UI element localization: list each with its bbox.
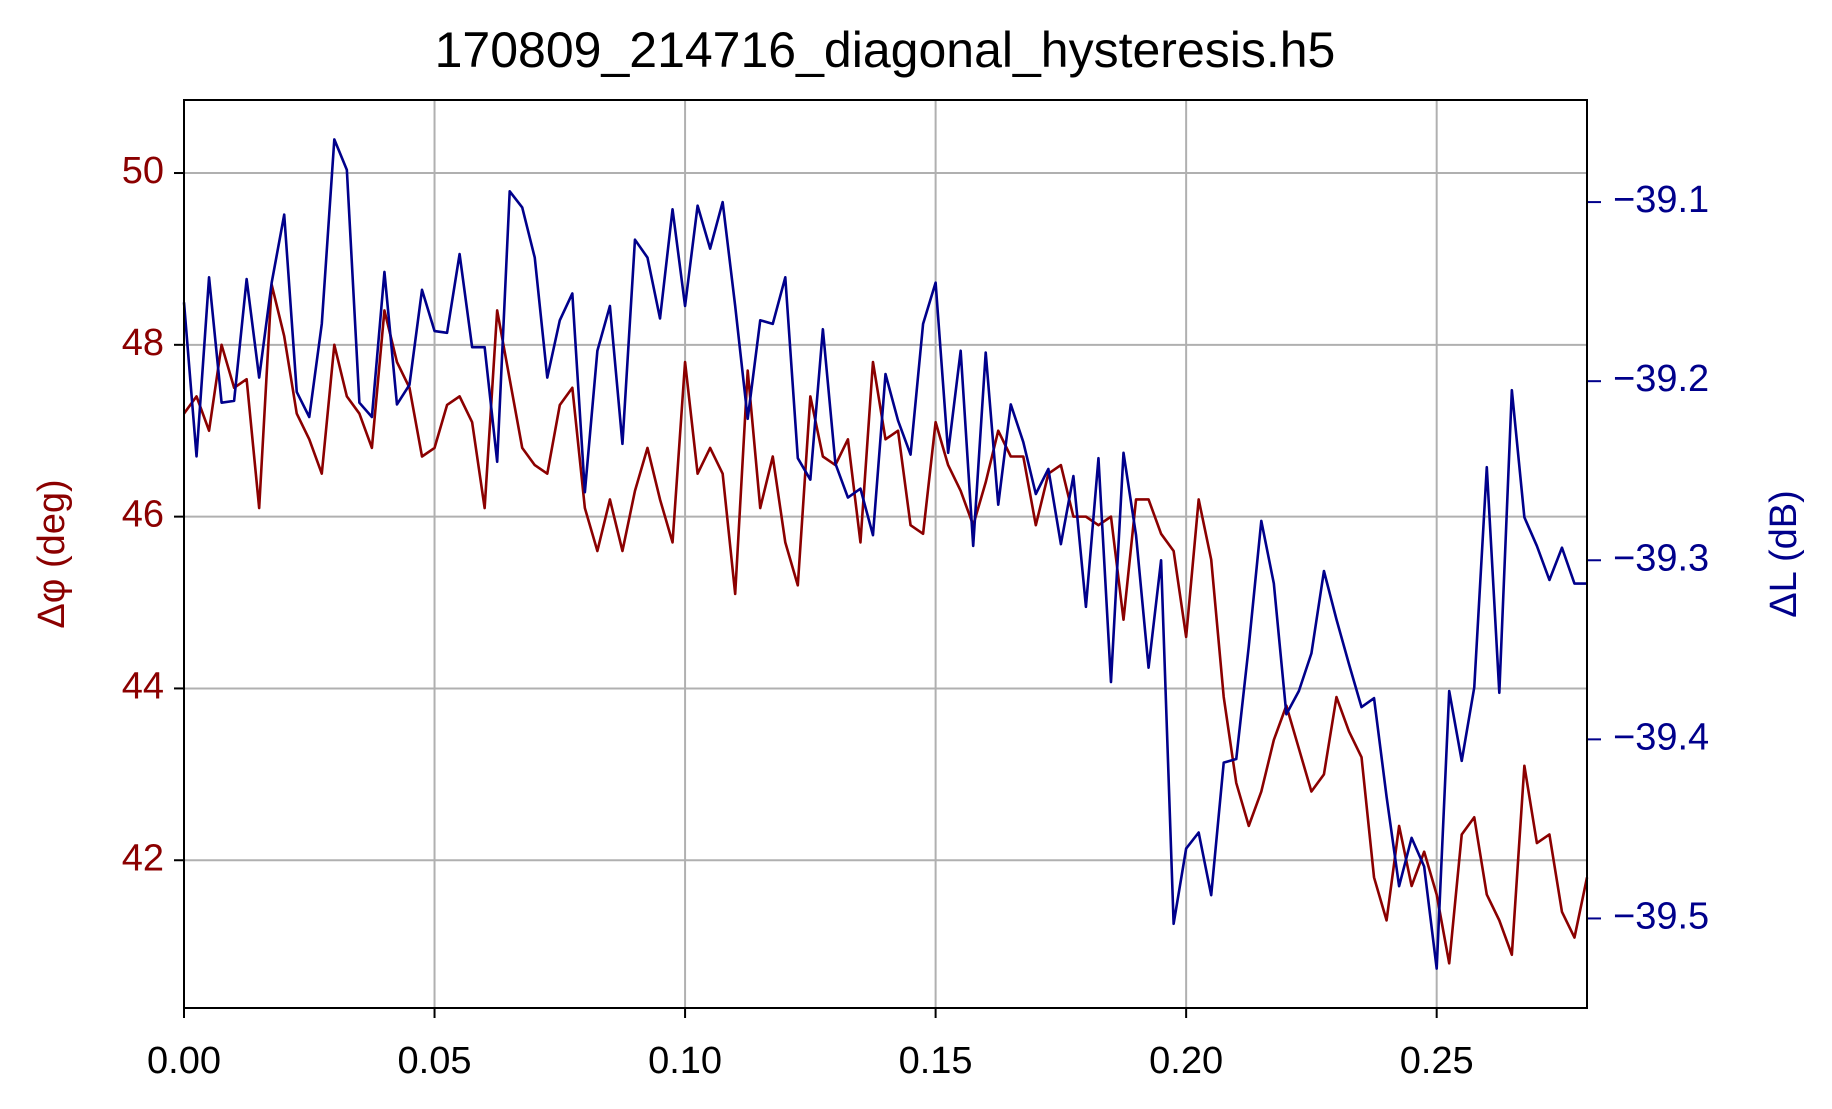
y-tick-label: 44 [122, 665, 164, 707]
x-tick-label: 0.10 [648, 1040, 722, 1082]
y2-tick-label: −39.4 [1613, 716, 1709, 758]
y-axis-label: Δφ (deg) [31, 479, 73, 628]
y2-tick-label: −39.5 [1613, 895, 1709, 937]
x-tick-label: 0.00 [147, 1040, 221, 1082]
chart-title: 170809_214716_diagonal_hysteresis.h5 [435, 22, 1336, 78]
y2-tick-label: −39.1 [1613, 179, 1709, 221]
y-tick-label: 42 [122, 837, 164, 879]
data-line [182, 283, 1589, 965]
x-tick-label: 0.25 [1400, 1040, 1474, 1082]
x-tick-label: 0.05 [398, 1040, 472, 1082]
y-tick-label: 46 [122, 494, 164, 536]
y2-tick-label: −39.2 [1613, 358, 1709, 400]
y2-tick-label: −39.3 [1613, 537, 1709, 579]
y-tick-label: 50 [122, 150, 164, 192]
y-tick-label: 48 [122, 322, 164, 364]
data-line [182, 138, 1587, 970]
plot-frame [183, 99, 1588, 1009]
x-tick-label: 0.20 [1149, 1040, 1223, 1082]
y2-axis-label: ΔL (dB) [1763, 490, 1805, 617]
x-tick-label: 0.15 [899, 1040, 973, 1082]
